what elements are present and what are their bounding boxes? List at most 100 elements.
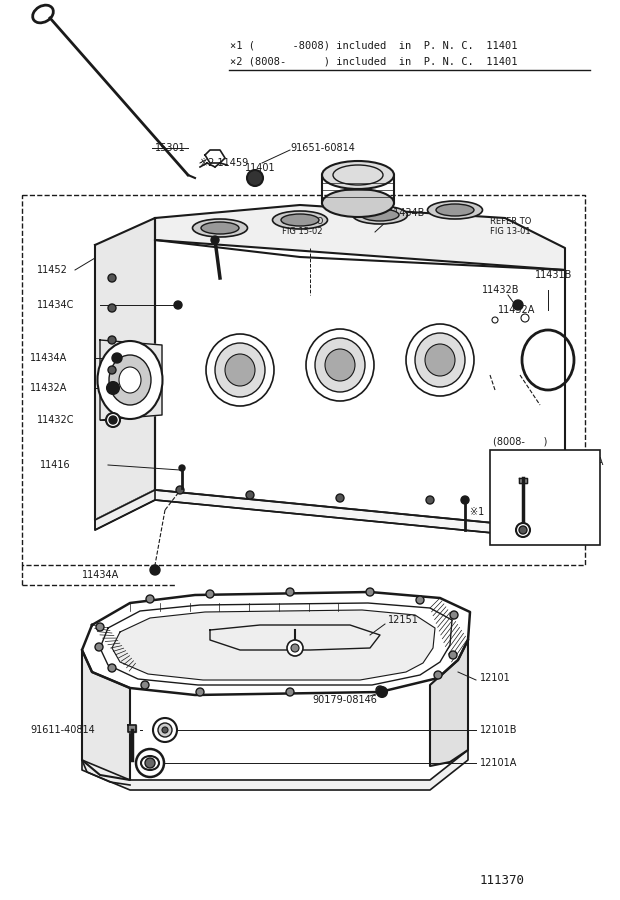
Ellipse shape <box>353 206 407 224</box>
Ellipse shape <box>97 341 162 419</box>
Ellipse shape <box>322 189 394 217</box>
Text: 11432B: 11432B <box>482 285 520 295</box>
Text: 15301: 15301 <box>155 143 186 153</box>
Circle shape <box>174 301 182 309</box>
Circle shape <box>516 523 530 537</box>
Circle shape <box>146 595 154 603</box>
Circle shape <box>109 416 117 424</box>
Circle shape <box>108 336 116 344</box>
Ellipse shape <box>322 161 394 189</box>
Ellipse shape <box>315 338 365 392</box>
Text: ×2 (8008-      ) included  in  P. N. C.  11401: ×2 (8008- ) included in P. N. C. 11401 <box>230 57 518 67</box>
Circle shape <box>247 170 263 186</box>
Text: 11421: 11421 <box>505 457 541 467</box>
Ellipse shape <box>361 209 399 221</box>
Circle shape <box>196 688 204 696</box>
Text: 90179-08146: 90179-08146 <box>312 695 377 705</box>
Polygon shape <box>128 725 136 732</box>
Bar <box>490 450 600 545</box>
Text: 11434B: 11434B <box>388 208 425 218</box>
Polygon shape <box>155 240 565 530</box>
Circle shape <box>112 353 122 363</box>
Ellipse shape <box>206 334 274 406</box>
Polygon shape <box>95 490 155 530</box>
Circle shape <box>158 723 172 737</box>
Circle shape <box>449 651 457 659</box>
Circle shape <box>286 588 294 596</box>
Circle shape <box>141 681 149 689</box>
Circle shape <box>555 463 565 473</box>
Circle shape <box>150 565 160 575</box>
Text: 11431B: 11431B <box>535 270 572 280</box>
Circle shape <box>506 498 514 506</box>
Polygon shape <box>112 610 435 680</box>
Text: 111370: 111370 <box>480 874 525 886</box>
Text: 91651-60814: 91651-60814 <box>290 143 355 153</box>
Ellipse shape <box>281 214 319 226</box>
Circle shape <box>136 749 164 777</box>
Text: 11432A: 11432A <box>498 305 536 315</box>
Ellipse shape <box>436 204 474 216</box>
Circle shape <box>145 758 155 768</box>
Circle shape <box>519 526 527 534</box>
Circle shape <box>107 382 119 394</box>
Circle shape <box>555 475 565 485</box>
Text: FIG 15-02: FIG 15-02 <box>282 228 322 237</box>
Circle shape <box>286 688 294 696</box>
Polygon shape <box>519 478 527 483</box>
Circle shape <box>513 300 523 310</box>
Text: 11432C: 11432C <box>37 415 74 425</box>
Polygon shape <box>82 592 470 695</box>
Polygon shape <box>155 490 565 540</box>
Text: 11401: 11401 <box>245 163 276 173</box>
Circle shape <box>434 671 442 679</box>
Text: 91611-40814: 91611-40814 <box>30 725 95 735</box>
Circle shape <box>176 486 184 494</box>
Polygon shape <box>155 205 565 270</box>
Text: 11452: 11452 <box>37 265 68 275</box>
Polygon shape <box>82 650 130 780</box>
Polygon shape <box>430 640 468 766</box>
Circle shape <box>162 727 168 733</box>
Ellipse shape <box>192 219 247 237</box>
Text: 11415: 11415 <box>567 473 598 483</box>
Text: ※1  11421: ※1 11421 <box>470 507 521 517</box>
Circle shape <box>108 304 116 312</box>
Text: FIG 13-01: FIG 13-01 <box>490 228 531 237</box>
Text: 11432A: 11432A <box>30 383 68 393</box>
Text: 12151: 12151 <box>388 615 419 625</box>
Text: (8008-      ): (8008- ) <box>493 437 547 447</box>
Ellipse shape <box>225 354 255 386</box>
Ellipse shape <box>325 349 355 381</box>
Polygon shape <box>100 340 162 420</box>
Text: 12101B: 12101B <box>480 725 518 735</box>
Text: 12101A: 12101A <box>480 758 517 768</box>
Text: 11415A: 11415A <box>567 457 604 467</box>
Circle shape <box>426 496 434 504</box>
Text: 11434C: 11434C <box>37 300 74 310</box>
Circle shape <box>461 496 469 504</box>
Circle shape <box>106 413 120 427</box>
Circle shape <box>291 644 299 652</box>
Circle shape <box>96 623 104 631</box>
Ellipse shape <box>201 222 239 234</box>
Circle shape <box>336 494 344 502</box>
Circle shape <box>366 588 374 596</box>
Ellipse shape <box>428 201 482 219</box>
Circle shape <box>179 465 185 471</box>
Ellipse shape <box>273 211 327 229</box>
Circle shape <box>287 640 303 656</box>
Text: REFER TO: REFER TO <box>490 218 531 227</box>
Circle shape <box>416 596 424 604</box>
Ellipse shape <box>406 324 474 396</box>
Polygon shape <box>82 750 468 790</box>
Circle shape <box>108 664 116 672</box>
Circle shape <box>450 611 458 619</box>
Circle shape <box>376 686 384 694</box>
Text: 11434A: 11434A <box>82 570 119 580</box>
Ellipse shape <box>109 355 151 405</box>
Text: 11434B: 11434B <box>425 363 463 373</box>
Polygon shape <box>95 218 155 520</box>
Circle shape <box>95 643 103 651</box>
Circle shape <box>108 274 116 282</box>
